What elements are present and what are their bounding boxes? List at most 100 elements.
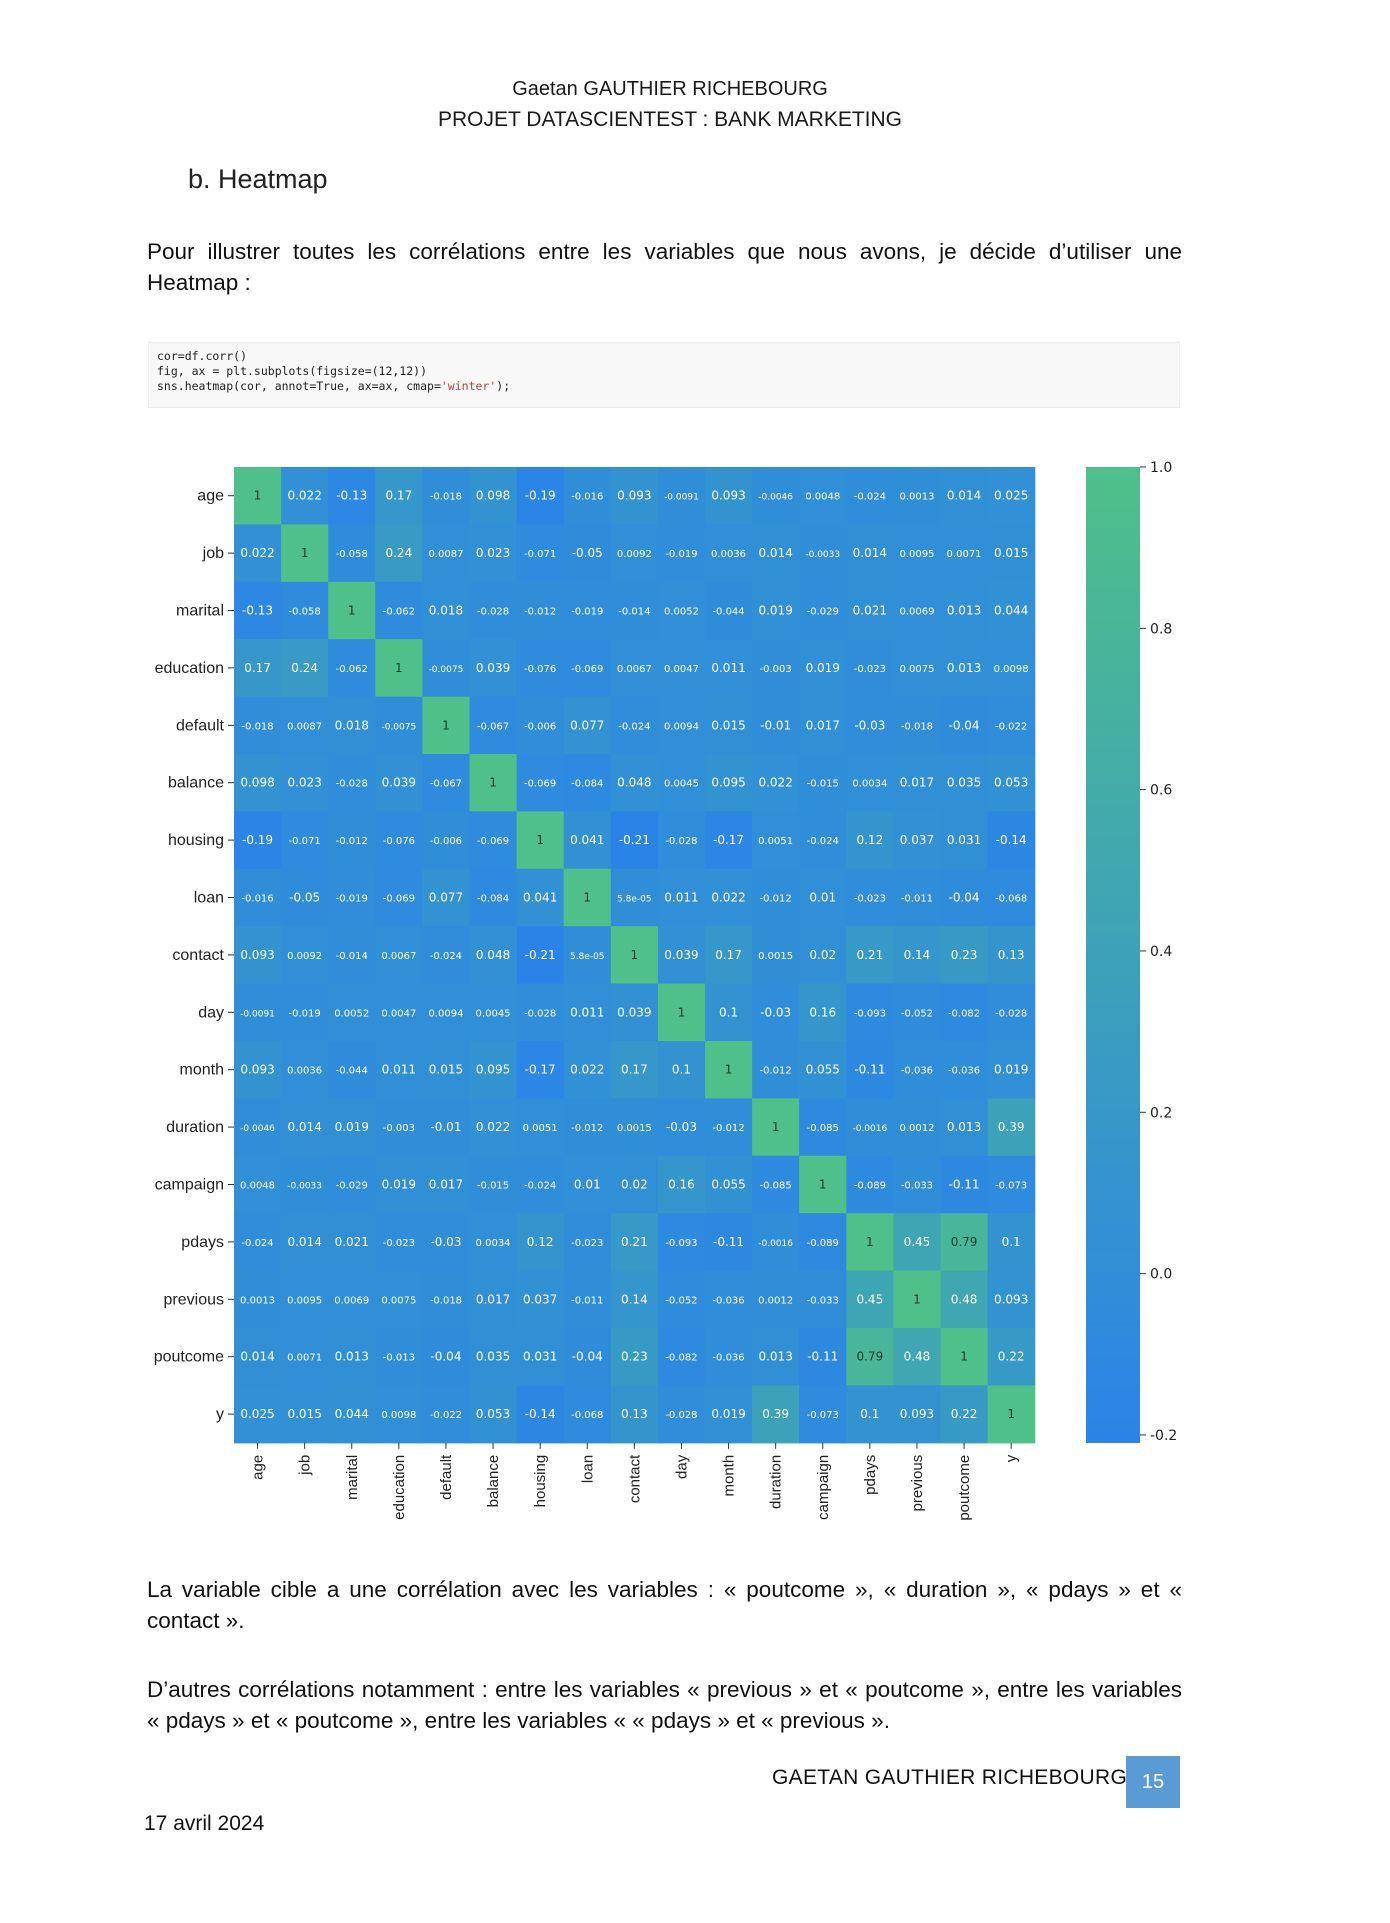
heatmap-cell-campaign-balance: [469, 1155, 518, 1214]
heatmap-cell-duration-age: [234, 1098, 282, 1157]
heatmap-cell-balance-loan: [563, 754, 612, 812]
heatmap-value-campaign-pdays: -0.089: [854, 1181, 886, 1192]
heatmap-cell-balance-contact: [610, 754, 659, 812]
heatmap-value-education-default: -0.0075: [429, 665, 464, 675]
heatmap-cell-previous-age: [234, 1270, 282, 1329]
heatmap-cell-age-loan: [563, 467, 612, 525]
heatmap-cell-pdays-education: [375, 1213, 423, 1272]
heatmap-value-month-balance: 0.095: [476, 1063, 510, 1077]
heatmap-value-job-job: 1: [301, 546, 309, 560]
heatmap-cell-month-day: [657, 1041, 706, 1099]
heatmap-cell-marital-poutcome: [940, 581, 989, 640]
heatmap-value-loan-age: -0.016: [241, 894, 273, 905]
heatmap-value-age-month: 0.093: [711, 489, 745, 503]
heatmap-cell-job-contact: [610, 524, 659, 583]
heatmap-value-contact-loan: 5.8e-05: [570, 952, 605, 962]
heatmap-value-poutcome-pdays: 0.79: [856, 1350, 883, 1364]
heatmap-value-month-month: 1: [725, 1063, 733, 1077]
heatmap-value-contact-duration: 0.0015: [758, 951, 793, 962]
heatmap-value-loan-month: 0.022: [711, 891, 745, 905]
heatmap-cell-pdays-day: [657, 1213, 706, 1272]
heatmap-value-housing-default: -0.006: [430, 836, 462, 847]
heatmap-value-default-contact: -0.024: [618, 721, 650, 732]
heatmap-cell-age-pdays: [846, 467, 894, 525]
heatmap-cell-month-age: [234, 1041, 282, 1099]
heatmap-cell-loan-contact: [610, 868, 659, 927]
heatmap-cell-pdays-balance: [469, 1213, 518, 1272]
heatmap-cell-campaign-previous: [893, 1155, 942, 1214]
heatmap-cell-duration-duration: [752, 1098, 800, 1157]
heatmap-value-education-poutcome: 0.013: [947, 661, 981, 675]
heatmap-value-job-marital: -0.058: [336, 549, 368, 560]
heatmap-value-previous-age: 0.0013: [240, 1295, 275, 1306]
heatmap-cell-campaign-job: [281, 1155, 329, 1214]
heatmap-value-education-y: 0.0098: [994, 664, 1029, 675]
heatmap-cell-campaign-month: [705, 1155, 753, 1214]
heatmap-cell-y-poutcome: [940, 1385, 989, 1444]
code-line-3-prefix: sns.heatmap(cor, annot=True, ax=ax, cmap…: [157, 379, 441, 393]
heatmap-value-age-duration: -0.0046: [758, 493, 793, 503]
heatmap-cell-contact-month: [705, 926, 753, 985]
heatmap-value-default-default: 1: [442, 718, 450, 732]
x-tick-label-housing: housing: [532, 1455, 549, 1508]
heatmap-cell-job-poutcome: [940, 524, 989, 583]
heatmap-value-day-default: 0.0094: [428, 1008, 463, 1019]
heatmap-value-default-previous: -0.018: [901, 721, 933, 732]
heatmap-cell-age-education: [375, 467, 423, 525]
heatmap-value-previous-housing: 0.037: [523, 1292, 557, 1306]
heatmap-value-contact-previous: 0.14: [904, 948, 931, 962]
heatmap-value-job-age: 0.022: [240, 546, 274, 560]
heatmap-cell-default-contact: [610, 696, 659, 755]
heatmap-value-campaign-job: -0.0033: [287, 1182, 322, 1192]
heatmap-cell-contact-contact: [610, 926, 659, 985]
heatmap-value-previous-campaign: -0.033: [807, 1295, 839, 1306]
heatmap-value-pdays-marital: 0.021: [335, 1235, 369, 1249]
code-block: cor=df.corr() fig, ax = plt.subplots(fig…: [148, 342, 1180, 408]
heatmap-cell-y-job: [281, 1385, 329, 1444]
heatmap-cell-marital-contact: [610, 581, 659, 640]
heatmap-value-duration-day: -0.03: [666, 1120, 697, 1134]
heatmap-cell-day-poutcome: [940, 983, 989, 1042]
heatmap-value-housing-job: -0.071: [289, 836, 321, 847]
heatmap-cell-poutcome-education: [375, 1328, 423, 1386]
heatmap-cell-housing-default: [422, 811, 471, 870]
heatmap-value-y-job: 0.015: [287, 1407, 321, 1421]
heatmap-cell-previous-education: [375, 1270, 423, 1329]
heatmap-value-housing-poutcome: 0.031: [947, 833, 981, 847]
heatmap-value-balance-poutcome: 0.035: [947, 776, 981, 790]
heatmap-cell-poutcome-job: [281, 1328, 329, 1386]
heatmap-cell-y-balance: [469, 1385, 518, 1444]
heatmap-cell-previous-previous: [893, 1270, 942, 1329]
page-number-badge: 15: [1126, 1756, 1180, 1808]
heatmap-cell-loan-balance: [469, 868, 518, 927]
heatmap-cell-housing-campaign: [799, 811, 847, 870]
heatmap-cell-age-campaign: [799, 467, 847, 525]
heatmap-cell-marital-pdays: [846, 581, 894, 640]
heatmap-cell-poutcome-poutcome: [940, 1328, 989, 1386]
heatmap-value-campaign-balance: -0.015: [477, 1181, 509, 1192]
heatmap-value-balance-contact: 0.048: [617, 776, 651, 790]
y-tick-label-previous: previous: [164, 1291, 224, 1308]
heatmap-x-labels: age job marital education default balance hous…: [250, 1442, 1020, 1521]
heatmap-cell-balance-campaign: [799, 754, 847, 812]
heatmap-cell-month-job: [281, 1041, 329, 1099]
heatmap-cell-poutcome-previous: [893, 1328, 942, 1386]
heatmap-value-pdays-duration: -0.0016: [758, 1239, 793, 1249]
heatmap-cell-previous-pdays: [846, 1270, 894, 1329]
heatmap-value-education-education: 1: [395, 661, 403, 675]
heatmap-value-housing-duration: 0.0051: [758, 836, 793, 847]
heatmap-cell-contact-previous: [893, 926, 942, 985]
heatmap-cell-housing-contact: [610, 811, 659, 870]
heatmap-cell-housing-pdays: [846, 811, 894, 870]
heatmap-cell-education-y: [987, 639, 1036, 698]
heatmap-value-previous-balance: 0.017: [476, 1292, 510, 1306]
heatmap-cell-pdays-loan: [563, 1213, 612, 1272]
heatmap-cell-contact-education: [375, 926, 423, 985]
heatmap-cell-default-job: [281, 696, 329, 755]
heatmap-cell-marital-age: [234, 581, 282, 640]
heatmap-value-y-poutcome: 0.22: [951, 1407, 978, 1421]
heatmap-value-age-previous: 0.0013: [899, 492, 934, 503]
heatmap-value-campaign-duration: -0.085: [760, 1181, 792, 1192]
heatmap-cell-duration-balance: [469, 1098, 518, 1157]
heatmap-cell-day-previous: [893, 983, 942, 1042]
